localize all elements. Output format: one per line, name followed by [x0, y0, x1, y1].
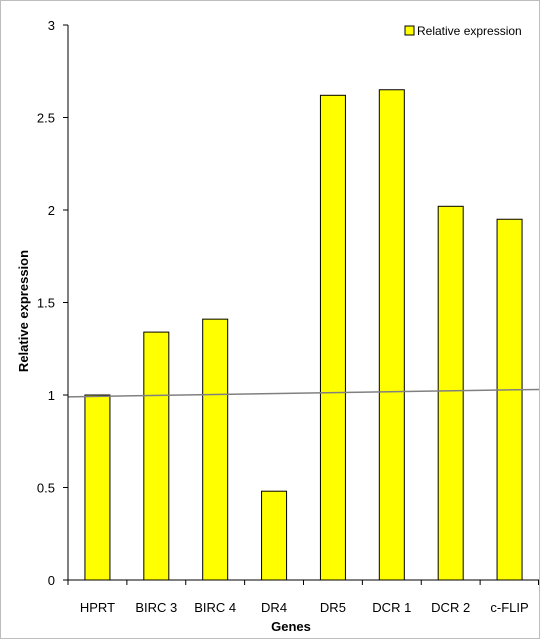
bar-dcr-2 — [437, 205, 464, 581]
x-tick-label: DR4 — [261, 600, 287, 615]
x-tick-label: DR5 — [320, 600, 346, 615]
x-tick-label: HPRT — [80, 600, 115, 615]
trendline — [67, 388, 539, 398]
y-tick-label: 2.5 — [37, 111, 55, 126]
y-tick-label: 1 — [48, 388, 55, 403]
x-tick-label: DCR 1 — [372, 600, 411, 615]
bar-birc-3 — [143, 331, 170, 581]
y-tick-label: 2 — [48, 203, 55, 218]
y-tick-label: 0 — [48, 573, 55, 588]
bar-birc-4 — [202, 318, 229, 581]
bar-dr4 — [261, 490, 288, 581]
y-axis-ticks: 0 0.5 1 1.5 2 2.5 3 — [37, 18, 68, 588]
x-tick-label: BIRC 3 — [135, 600, 177, 615]
y-tick-label: 3 — [48, 18, 55, 33]
y-axis-title: Relative expression — [16, 250, 31, 372]
y-tick-label: 1.5 — [37, 296, 55, 311]
x-tick-label: c-FLIP — [490, 600, 528, 615]
axes — [67, 25, 539, 581]
legend-label: Relative expression — [417, 24, 522, 38]
bar-hprt — [84, 394, 111, 581]
legend-swatch — [404, 25, 415, 36]
x-axis-ticks: HPRT BIRC 3 BIRC 4 DR4 DR5 DCR 1 DCR 2 c-FLIP — [67, 580, 539, 615]
x-tick-label: BIRC 4 — [194, 600, 236, 615]
trendline-group — [67, 388, 539, 398]
legend: Relative expression — [404, 24, 522, 38]
bar-dcr-1 — [378, 89, 405, 581]
bar-c-flip — [496, 218, 523, 581]
bar-dr5 — [319, 94, 346, 581]
y-tick-label: 0.5 — [37, 481, 55, 496]
x-axis-title: Genes — [271, 619, 311, 634]
bars — [84, 89, 523, 581]
x-tick-label: DCR 2 — [431, 600, 470, 615]
